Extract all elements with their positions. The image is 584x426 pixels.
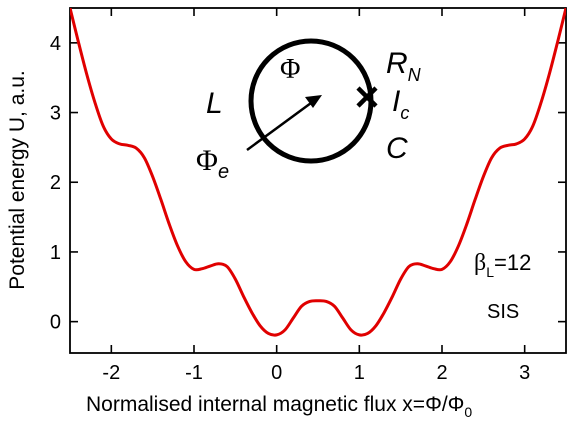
x-tick-label: 3 <box>519 362 530 384</box>
x-axis-ticks: -2 -1 0 1 2 3 <box>102 8 530 384</box>
resistance-subscript: N <box>408 65 422 85</box>
squid-schematic: L Φ Φe RN Ic C <box>196 38 422 183</box>
y-tick-label: 0 <box>50 312 61 334</box>
capacitance-label: C <box>386 132 408 165</box>
x-axis-title-main: Normalised internal magnetic flux x=Φ/Φ <box>86 393 464 416</box>
junction-cross-2 <box>356 86 378 108</box>
x-tick-label: -2 <box>102 362 120 384</box>
x-tick-label: -1 <box>185 362 203 384</box>
y-axis-ticks: 0 1 2 3 4 <box>50 33 566 334</box>
x-axis-title-subscript: 0 <box>464 404 472 420</box>
junction-type-label: SIS <box>487 301 519 323</box>
series-line <box>70 8 566 337</box>
critical-current-symbol: I <box>392 85 400 118</box>
y-tick-label: 4 <box>50 33 61 55</box>
x-tick-label: 0 <box>271 362 282 384</box>
y-tick-label: 1 <box>50 242 61 264</box>
y-tick-label: 3 <box>50 103 61 125</box>
resistance-symbol: R <box>386 47 408 80</box>
y-tick-label: 2 <box>50 172 61 194</box>
critical-current-label: Ic <box>392 85 409 123</box>
flux-arrow <box>246 101 312 152</box>
beta-symbol: β <box>474 250 486 276</box>
plot-frame <box>69 7 567 354</box>
beta-value: =12 <box>494 250 531 275</box>
external-flux-subscript: e <box>218 161 229 183</box>
beta-subscript: L <box>486 264 494 280</box>
beta-parameter-label: βL=12 <box>474 250 531 280</box>
y-axis-title: Potential energy U, a.u. <box>6 70 29 289</box>
x-tick-label: 1 <box>354 362 365 384</box>
critical-current-subscript: c <box>400 103 409 123</box>
internal-flux-label: Φ <box>280 54 300 85</box>
flux-arrow-head <box>305 95 322 108</box>
resistance-label: RN <box>386 47 422 85</box>
external-flux-label: Φe <box>196 144 229 183</box>
external-flux-symbol: Φ <box>196 144 218 177</box>
x-axis-title: Normalised internal magnetic flux x=Φ/Φ0 <box>86 393 472 420</box>
inductance-label: L <box>206 87 223 120</box>
x-tick-label: 2 <box>436 362 447 384</box>
